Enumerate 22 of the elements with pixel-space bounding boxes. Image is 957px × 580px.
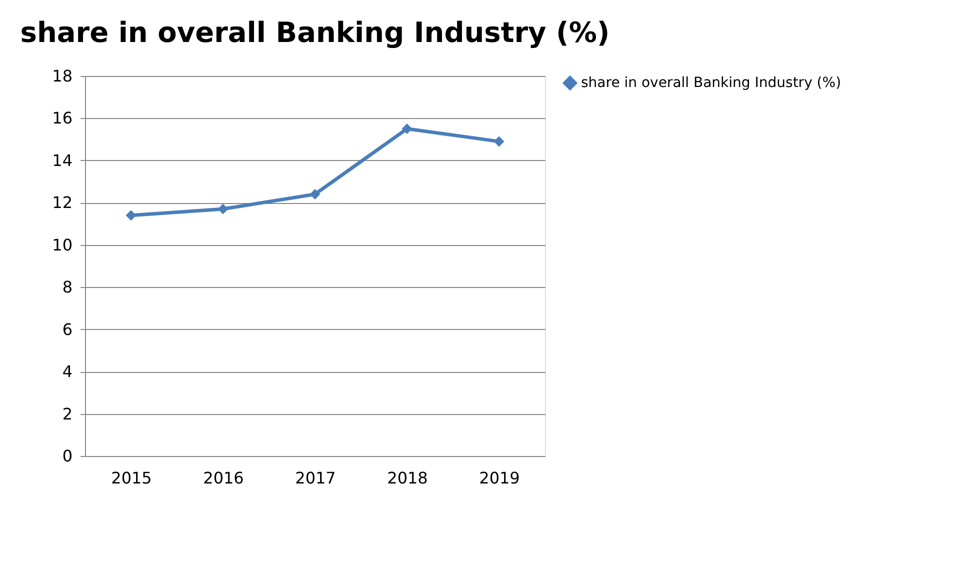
y-tick-label: 8	[62, 278, 72, 297]
point	[218, 204, 228, 214]
y-tick-label: 0	[62, 446, 72, 466]
chart-title: share in overall Banking Industry (%)	[20, 16, 610, 49]
point	[126, 210, 136, 221]
y-tick-label: 10	[52, 235, 72, 254]
x-tick-label: 2017	[295, 468, 336, 488]
y-tick-label: 18	[52, 66, 72, 86]
x-tick-label: 2018	[387, 468, 428, 488]
y-tick-label: 16	[52, 108, 72, 128]
point	[310, 188, 320, 200]
y-tick-label: 6	[62, 320, 72, 339]
point	[402, 124, 412, 134]
y-tick-label: 4	[62, 362, 72, 382]
x-tick-label: 2019	[479, 468, 520, 488]
x-tick-label: 2016	[203, 468, 244, 488]
legend-label: share in overall Banking Industry (%)	[581, 75, 842, 91]
y-tick-label: 14	[52, 150, 72, 170]
y-tick-label: 2	[62, 404, 72, 424]
point	[494, 136, 504, 147]
y-tick-label: 12	[52, 193, 72, 212]
x-tick-label: 2015	[111, 468, 152, 488]
